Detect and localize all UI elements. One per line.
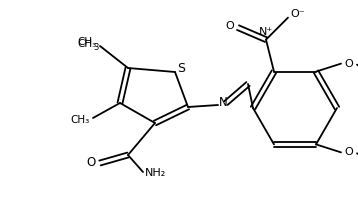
- Text: O⁻: O⁻: [291, 9, 305, 19]
- Text: NH₂: NH₂: [144, 168, 166, 178]
- Text: O: O: [86, 156, 96, 170]
- Text: N⁺: N⁺: [259, 27, 273, 37]
- Text: O: O: [345, 59, 353, 69]
- Text: O: O: [226, 21, 234, 31]
- Text: S: S: [177, 62, 185, 74]
- Text: O: O: [345, 147, 353, 157]
- Text: N: N: [219, 95, 227, 109]
- Text: 3: 3: [94, 42, 99, 52]
- Text: CH₃: CH₃: [71, 115, 90, 125]
- Text: CH₃: CH₃: [78, 39, 97, 49]
- Text: CH: CH: [77, 37, 92, 47]
